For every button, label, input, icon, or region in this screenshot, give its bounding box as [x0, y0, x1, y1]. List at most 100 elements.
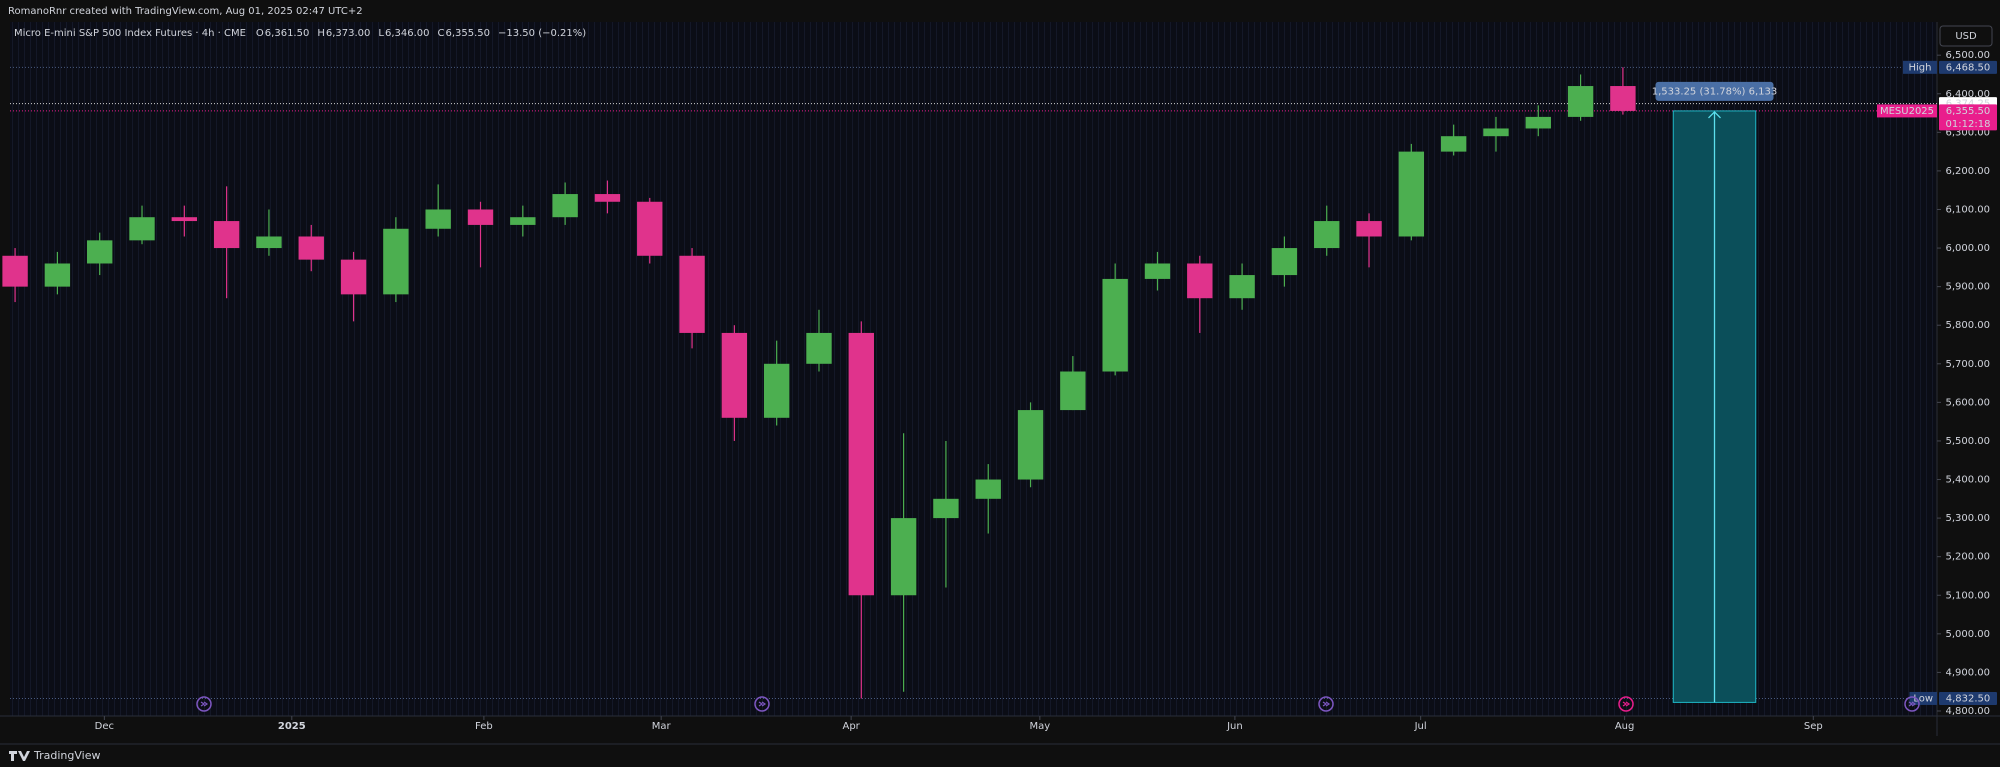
candle-body	[1483, 128, 1509, 137]
legend-value: 6,361.50	[265, 28, 310, 39]
candle-body	[806, 332, 832, 364]
legend-value: 6,355.50	[445, 28, 490, 39]
x-tick-label: Feb	[475, 721, 493, 732]
event-icon-glyph	[758, 701, 767, 707]
price-badge-name-box	[1903, 60, 1937, 74]
candle-body	[171, 217, 198, 222]
candle-body	[1567, 86, 1594, 117]
x-tick-label: Apr	[842, 721, 860, 732]
currency[interactable]: USD	[1955, 31, 1977, 42]
candle-body	[1187, 263, 1213, 299]
candle-body	[1229, 275, 1255, 299]
event-icon-glyph	[1622, 701, 1631, 707]
y-tick-label: 5,300.00	[1945, 513, 1990, 524]
price-badge	[1939, 104, 1997, 131]
legend-value: 6,373.00	[326, 28, 371, 39]
candle-body	[763, 363, 790, 418]
event-icon	[754, 696, 770, 712]
currency-button[interactable]	[1939, 25, 1993, 47]
y-tick-label: 4,900.00	[1945, 667, 1990, 678]
y-tick-label: 6,000.00	[1945, 243, 1990, 254]
y-tick-label: 5,800.00	[1945, 320, 1990, 331]
candle-body	[1440, 136, 1467, 152]
candle-body	[1017, 410, 1044, 480]
legend-key: L	[378, 28, 384, 39]
event-icon	[196, 696, 212, 712]
candle-body	[933, 498, 959, 519]
y-tick-label: 5,100.00	[1945, 590, 1990, 601]
price-badge-value: 6,468.50	[1946, 62, 1991, 73]
candle-body	[1356, 221, 1382, 237]
legend-key: H	[317, 28, 325, 39]
footer: TradingView	[33, 749, 100, 762]
candle-body	[890, 518, 917, 596]
price-badge	[1939, 691, 1997, 705]
candle-body	[552, 194, 578, 218]
candle-body	[1102, 278, 1128, 372]
event-icon	[1318, 696, 1334, 712]
event-icon	[1618, 696, 1634, 712]
candle-body	[1525, 116, 1551, 129]
event-icon-glyph	[1322, 701, 1331, 707]
candle-body	[721, 332, 748, 418]
price-badge-value: 4,832.50	[1946, 693, 1991, 704]
candle-body	[467, 209, 494, 225]
plot-area	[10, 22, 1936, 716]
measure-label: 1,533.25 (31.78%) 6,133	[1652, 86, 1777, 97]
candle-body	[44, 263, 71, 287]
candle-body	[383, 228, 409, 295]
candle-body	[1314, 221, 1340, 249]
candle-body	[340, 259, 367, 295]
y-tick-label: 6,200.00	[1945, 166, 1990, 177]
candle-body	[1144, 263, 1171, 279]
y-tick-label: 6,100.00	[1945, 204, 1990, 215]
candle-body	[1271, 248, 1298, 276]
event-icon	[1904, 696, 1920, 712]
candle-body	[425, 209, 451, 229]
price-badge-name-box	[1877, 104, 1937, 118]
candle-body	[594, 194, 621, 202]
x-tick-label: Dec	[95, 721, 114, 732]
price-badge-value: 6,374.25	[1946, 99, 1991, 110]
y-tick-label: 5,700.00	[1945, 359, 1990, 370]
y-tick-label: 5,900.00	[1945, 282, 1990, 293]
event-icon-glyph	[200, 701, 209, 707]
price-badge-name: Low	[1913, 693, 1933, 704]
y-tick-label: 5,200.00	[1945, 552, 1990, 563]
candle-body	[256, 236, 282, 249]
candle-body	[2, 255, 28, 287]
candle-body	[1060, 371, 1086, 411]
y-tick-label: 6,300.00	[1945, 127, 1990, 138]
legend: Micro E-mini S&P 500 Index Futures · 4h …	[14, 28, 586, 39]
y-tick-label: 6,500.00	[1945, 50, 1990, 61]
candle-body	[510, 217, 536, 225]
candle-body	[1610, 86, 1636, 111]
legend-key: O	[256, 28, 264, 39]
measure-arrow-head	[1708, 111, 1721, 119]
x-tick-label: Jul	[1414, 721, 1427, 732]
y-tick-label: 6,400.00	[1945, 89, 1990, 100]
candle-body	[1398, 151, 1425, 237]
price-badge-name-box	[1909, 691, 1937, 705]
candle-body	[975, 479, 1001, 499]
legend-change: −13.50 (−0.21%)	[498, 28, 586, 39]
y-tick-label: 4,800.00	[1945, 706, 1990, 717]
price-badge	[1939, 60, 1997, 74]
y-tick-label: 5,500.00	[1945, 436, 1990, 447]
logo	[9, 751, 30, 761]
measure-label-box	[1655, 81, 1774, 101]
x-tick-label: 2025	[278, 721, 306, 732]
legend-key: C	[438, 28, 445, 39]
header: RomanoRnr created with TradingView.com, …	[8, 6, 363, 17]
legend-title: Micro E-mini S&P 500 Index Futures · 4h …	[14, 28, 246, 39]
x-tick-label: Aug	[1615, 721, 1635, 732]
legend-value: 6,346.00	[385, 28, 430, 39]
event-icon-glyph	[1908, 701, 1917, 707]
candle-body	[679, 255, 705, 333]
candle-body	[298, 236, 324, 260]
y-tick-label: 5,000.00	[1945, 629, 1990, 640]
candle-body	[637, 201, 663, 256]
x-tick-label: Sep	[1804, 721, 1823, 732]
